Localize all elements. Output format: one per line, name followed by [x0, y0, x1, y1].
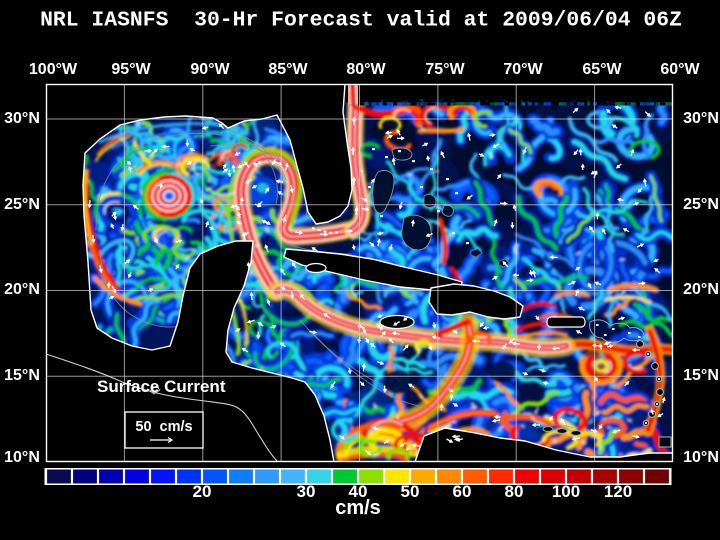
svg-text:25°N: 25°N [683, 196, 719, 213]
svg-text:85°W: 85°W [268, 61, 308, 78]
svg-text:30°N: 30°N [683, 110, 719, 127]
svg-text:15°N: 15°N [683, 367, 719, 384]
svg-text:50: 50 [401, 482, 420, 501]
svg-text:60°W: 60°W [660, 61, 700, 78]
svg-text:10°N: 10°N [683, 449, 719, 466]
svg-text:50 cm/s: 50 cm/s [135, 419, 192, 435]
svg-text:90°W: 90°W [190, 61, 230, 78]
svg-text:60: 60 [453, 482, 472, 501]
svg-text:40: 40 [349, 482, 368, 501]
svg-text:100°W: 100°W [29, 61, 78, 78]
svg-text:NRL IASNFS 30-Hr Forecast val: NRL IASNFS 30-Hr Forecast valid at 2009/… [40, 9, 682, 33]
svg-text:80: 80 [505, 482, 524, 501]
svg-text:cm/s: cm/s [335, 497, 381, 519]
svg-text:Surface Current: Surface Current [97, 377, 226, 396]
svg-text:70°W: 70°W [503, 61, 543, 78]
svg-text:20°N: 20°N [683, 281, 719, 298]
svg-text:95°W: 95°W [111, 61, 151, 78]
svg-text:15°N: 15°N [4, 367, 40, 384]
svg-text:20: 20 [193, 482, 212, 501]
svg-text:25°N: 25°N [4, 196, 40, 213]
svg-text:20°N: 20°N [4, 281, 40, 298]
svg-text:120: 120 [604, 482, 632, 501]
svg-text:30°N: 30°N [4, 110, 40, 127]
svg-text:75°W: 75°W [425, 61, 465, 78]
svg-text:10°N: 10°N [4, 449, 40, 466]
svg-text:80°W: 80°W [346, 61, 386, 78]
svg-text:65°W: 65°W [582, 61, 622, 78]
svg-text:100: 100 [552, 482, 580, 501]
svg-text:30: 30 [297, 482, 316, 501]
